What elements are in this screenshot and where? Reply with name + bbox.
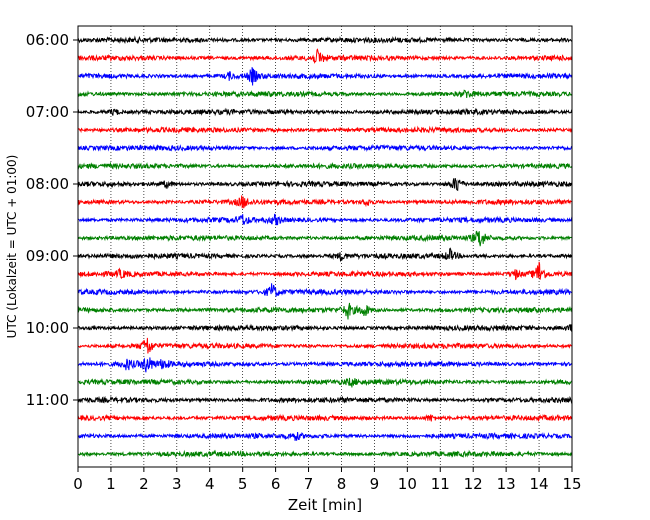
x-tick-label: 3 — [172, 475, 182, 493]
x-axis-label: Zeit [min] — [288, 496, 362, 514]
x-tick-label: 10 — [398, 475, 417, 493]
x-tick-label: 14 — [530, 475, 549, 493]
y-axis-label: UTC (Lokalzeit = UTC + 01:00) — [5, 155, 19, 339]
seismogram-trace — [77, 357, 573, 373]
plot-frame — [77, 25, 573, 468]
seismogram-trace — [77, 89, 573, 99]
x-tick-label: 1 — [106, 475, 116, 493]
y-tick-label: 07:00 — [26, 103, 69, 121]
seismogram-trace — [77, 161, 573, 171]
seismogram-trace — [77, 395, 573, 405]
y-tick-label: 09:00 — [26, 247, 69, 265]
seismogram-trace — [77, 449, 573, 459]
seismogram-trace — [77, 323, 573, 333]
y-tick-label: 08:00 — [26, 175, 69, 193]
x-tick-label: 13 — [497, 475, 516, 493]
seismogram-trace — [77, 431, 573, 441]
seismogram-trace — [77, 261, 573, 281]
x-tick-label: 4 — [205, 475, 215, 493]
seismogram-trace — [77, 213, 573, 226]
x-tick-label: 8 — [337, 475, 347, 493]
x-tick-label: 5 — [238, 475, 248, 493]
x-tick-label: 7 — [304, 475, 314, 493]
x-tick-label: 6 — [271, 475, 281, 493]
seismogram-trace — [77, 247, 572, 263]
y-tick-label: 06:00 — [26, 31, 69, 49]
seismogram-trace — [77, 283, 573, 297]
y-tick-label: 10:00 — [26, 319, 69, 337]
seismogram-trace — [77, 337, 573, 354]
y-tick-label: 11:00 — [26, 391, 69, 409]
seismogram-trace — [77, 377, 573, 388]
seismogram-traces — [77, 35, 573, 459]
seismogram-trace — [77, 230, 573, 247]
seismogram-trace — [77, 302, 573, 320]
seismogram-trace — [77, 177, 573, 192]
x-tick-label: 11 — [431, 475, 450, 493]
x-tick-label: 15 — [562, 475, 581, 493]
x-tick-label: 2 — [139, 475, 149, 493]
seismogram-trace — [77, 35, 573, 45]
x-tick-label: 0 — [73, 475, 83, 493]
seismogram-trace — [77, 125, 573, 135]
x-axis-ticks: 0 1 2 3 4 5 6 7 8 9 10 11 12 13 14 15 — [73, 467, 582, 493]
seismogram-trace — [77, 67, 573, 86]
seismogram-trace — [77, 48, 573, 64]
x-tick-label: 12 — [464, 475, 483, 493]
seismogram-trace — [77, 195, 573, 209]
y-axis-ticks: 06:00 07:00 08:00 09:00 10:00 11:00 — [26, 31, 78, 409]
x-tick-label: 9 — [370, 475, 380, 493]
seismogram-trace — [77, 107, 573, 117]
seismogram-trace — [77, 143, 573, 152]
seismogram-trace — [77, 413, 573, 422]
